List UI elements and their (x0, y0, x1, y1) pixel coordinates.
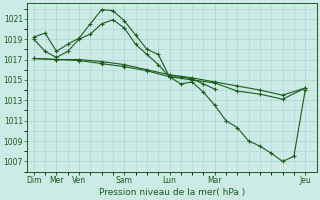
X-axis label: Pression niveau de la mer( hPa ): Pression niveau de la mer( hPa ) (99, 188, 245, 197)
